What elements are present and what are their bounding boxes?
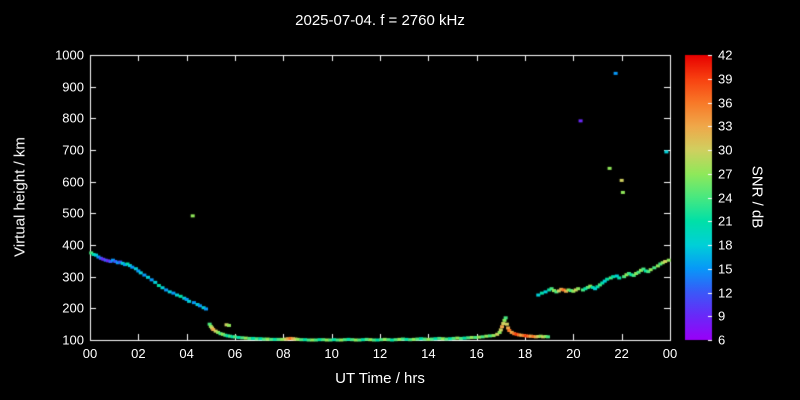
x-tick-label: 10 — [324, 346, 339, 361]
y-tick-label: 100 — [62, 332, 84, 348]
colorbar-tick-label: 27 — [718, 166, 733, 182]
x-axis-label: UT Time / hrs — [335, 370, 425, 387]
y-tick-label: 500 — [62, 205, 84, 221]
x-tick-label: 16 — [469, 346, 484, 361]
colorbar-tick-label: 24 — [718, 190, 733, 205]
x-tick-label: 00 — [662, 346, 678, 361]
x-tick-label: 06 — [227, 346, 243, 361]
x-tick-label: 02 — [131, 346, 146, 361]
y-tick-label: 600 — [62, 174, 84, 190]
y-tick-label: 900 — [62, 79, 84, 95]
y-axis-label: Virtual height / km — [11, 137, 29, 257]
colorbar-tick-label: 15 — [718, 261, 733, 277]
colorbar-tick-label: 12 — [718, 285, 733, 300]
colorbar-tick-label: 36 — [718, 95, 733, 110]
x-tick-label: 14 — [421, 346, 436, 361]
x-tick-label: 00 — [82, 346, 98, 361]
x-tick-label: 04 — [179, 346, 194, 361]
y-tick-label: 800 — [62, 110, 84, 126]
colorbar-tick-label: 6 — [718, 332, 726, 348]
colorbar-tick-label: 30 — [718, 142, 733, 158]
colorbar-tick-label: 9 — [718, 308, 726, 324]
chart-title: 2025-07-04. f = 2760 kHz — [295, 12, 465, 29]
y-tick-label: 1000 — [55, 47, 84, 63]
x-tick-label: 18 — [517, 346, 533, 361]
y-tick-label: 300 — [62, 269, 84, 285]
y-tick-label: 400 — [62, 237, 84, 253]
x-tick-label: 08 — [276, 346, 291, 361]
x-tick-label: 12 — [372, 346, 388, 361]
colorbar-tick-label: 39 — [718, 71, 733, 87]
y-tick-label: 200 — [62, 300, 84, 316]
colorbar-tick-label: 33 — [718, 118, 733, 134]
colorbar-tick-label: 18 — [718, 237, 733, 253]
colorbar-tick-label: 42 — [718, 47, 733, 63]
colorbar-tick-label: 21 — [718, 213, 733, 229]
x-tick-label: 22 — [614, 346, 629, 361]
y-tick-label: 700 — [62, 142, 84, 158]
x-tick-label: 20 — [566, 346, 581, 361]
colorbar-label: SNR / dB — [748, 165, 766, 229]
